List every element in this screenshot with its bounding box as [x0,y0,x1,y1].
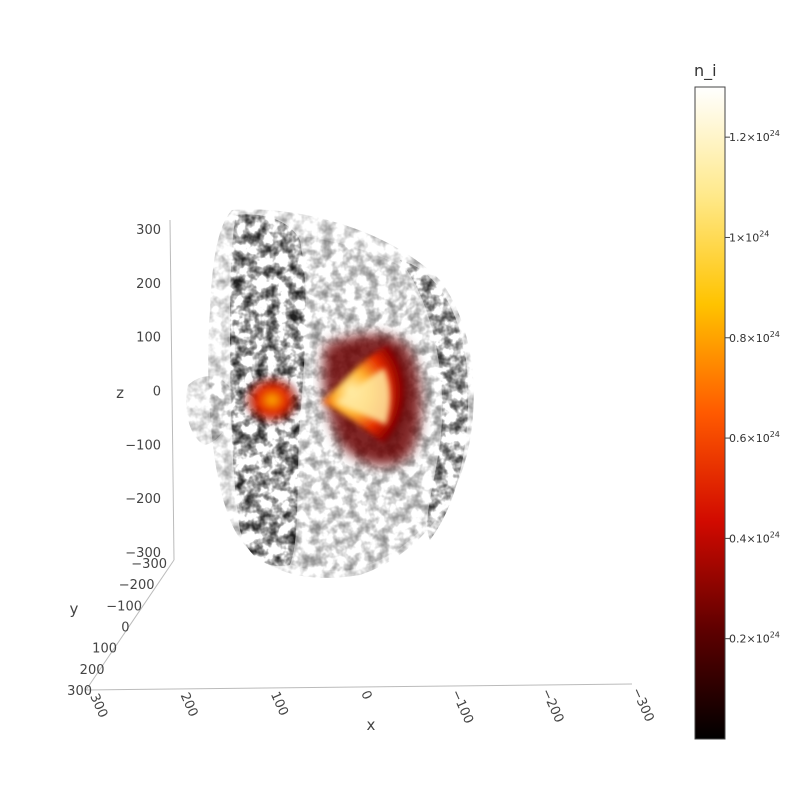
z-axis-title: z [116,384,124,402]
colorbar: n_i 0.2×1024 0.4×1024 0.6×1024 0.8×1024 1×10… [694,61,780,740]
hot-core-bright [335,368,391,425]
colorbar-bar [694,86,726,740]
colorbar-tick-label: 0.8×1024 [729,330,780,345]
right-rim [400,260,469,540]
colorbar-tick-label: 1.2×1024 [729,129,780,144]
x-tick-label: 200 [177,691,201,720]
y-tick-label: 200 [80,663,105,678]
y-tick-label: −100 [106,599,142,614]
x-axis-line [85,683,633,691]
x-tick-label: 0 [357,689,374,703]
y-tick-label: 0 [121,621,129,636]
axes-frame [85,219,633,691]
hot-blob-small [244,376,300,424]
colorbar-ticks: 0.2×1024 0.4×1024 0.6×1024 0.8×1024 1×1024 1.… [725,129,780,646]
x-tick-label: −100 [448,688,476,727]
z-tick-label: 0 [153,385,161,400]
x-tick-label: 300 [86,692,110,721]
colorbar-tick-label: 0.2×1024 [729,631,780,646]
left-puff [186,376,236,445]
y-axis-title: y [70,600,79,618]
z-axis-line [169,219,175,561]
z-tick-label: 100 [136,331,161,346]
y-tick-label: 300 [67,684,92,699]
z-tick-label: 300 [136,223,161,238]
volume-render [186,209,474,578]
x-tick-label: 100 [267,690,291,719]
y-tick-label: −200 [119,578,155,593]
z-ticks: 300 200 100 0 −100 −200 −300 [125,223,161,561]
z-tick-label: 200 [136,277,161,292]
z-tick-label: −100 [125,438,161,453]
x-tick-label: −300 [628,686,656,725]
y-ticks: −300 −200 −100 0 100 200 300 [67,557,167,699]
colorbar-title: n_i [694,61,717,81]
z-tick-label: −300 [125,546,161,561]
colorbar-tick-label: 1×1024 [729,229,769,244]
colorbar-tick-label: 0.6×1024 [729,430,780,445]
x-tick-label: −200 [538,687,566,726]
colorbar-tick-label: 0.4×1024 [729,530,780,545]
y-tick-label: −300 [131,557,167,572]
y-tick-label: 100 [92,642,117,657]
x-axis-title: x [367,716,376,734]
z-tick-label: −200 [125,492,161,507]
y-axis-line [85,559,175,691]
